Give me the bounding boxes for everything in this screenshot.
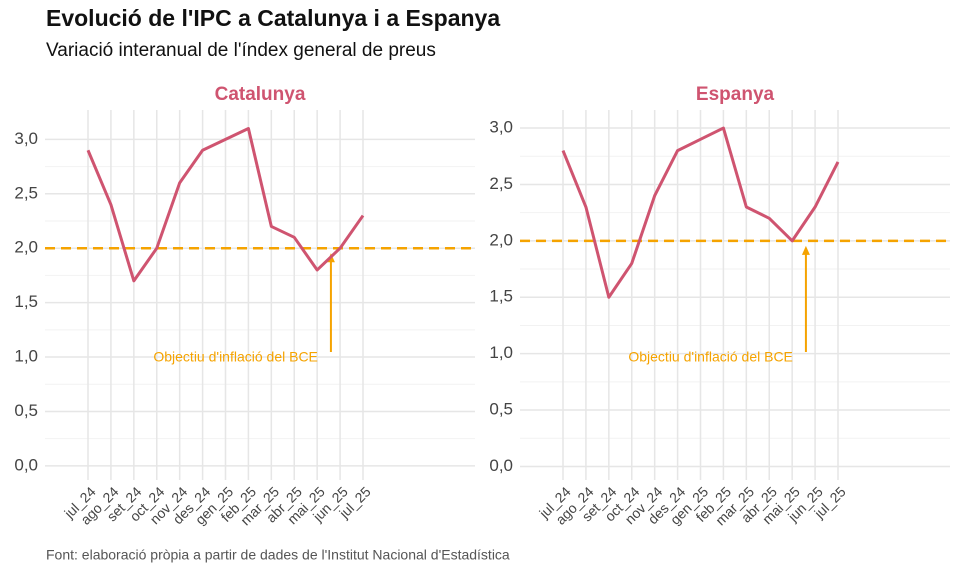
panel-title: Espanya bbox=[696, 84, 775, 105]
annotation-arrowhead bbox=[801, 245, 810, 255]
y-tick-label: 2,5 bbox=[489, 174, 513, 193]
y-tick-label: 0,5 bbox=[489, 400, 513, 419]
y-tick-label: 1,0 bbox=[14, 347, 38, 366]
y-tick-label: 3,0 bbox=[489, 118, 513, 137]
line bbox=[561, 126, 840, 299]
y-tick-label: 2,0 bbox=[489, 230, 513, 249]
y-tick-label: 3,0 bbox=[14, 129, 38, 148]
y-tick-label: 2,5 bbox=[14, 183, 38, 202]
y-tick-label: 0,5 bbox=[14, 401, 38, 420]
y-tick-label: 1,5 bbox=[14, 292, 38, 311]
annotation: Objectiu d'inflació del BCE bbox=[628, 349, 793, 365]
panel-title: Catalunya bbox=[215, 84, 306, 105]
y-tick-label: 2,0 bbox=[14, 238, 38, 257]
y-tick-label: 0,0 bbox=[14, 455, 38, 474]
chart-title: Evolució de l'IPC a Catalunya i a Espany… bbox=[46, 5, 500, 31]
chart-subtitle: Variació interanual de l'índex general d… bbox=[46, 40, 436, 61]
caption: Font: elaboració pròpia a partir de dade… bbox=[46, 547, 510, 563]
y-tick-label: 0,0 bbox=[489, 456, 513, 475]
y-tick-label: 1,0 bbox=[489, 343, 513, 362]
line bbox=[86, 127, 365, 283]
y-tick-label: 1,5 bbox=[489, 287, 513, 306]
annotation: Objectiu d'inflació del BCE bbox=[153, 349, 318, 365]
